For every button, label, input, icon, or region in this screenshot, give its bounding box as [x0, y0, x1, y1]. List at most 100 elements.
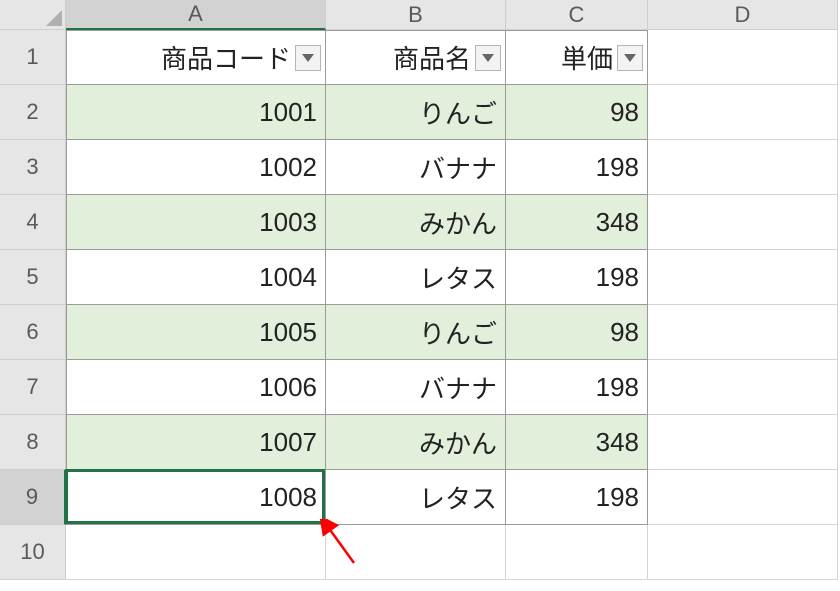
cell-A10[interactable] [66, 525, 326, 580]
row-header-5[interactable]: 5 [0, 250, 66, 305]
cell-D6[interactable] [648, 305, 838, 360]
row-label: 8 [26, 429, 38, 455]
cell-C4[interactable]: 348 [506, 195, 648, 250]
cell-value: 198 [596, 152, 639, 183]
table-header-price[interactable]: 単価 [506, 30, 648, 85]
chevron-down-icon [302, 54, 314, 62]
cell-D10[interactable] [648, 525, 838, 580]
cell-value: 198 [596, 372, 639, 403]
cell-value: 348 [596, 207, 639, 238]
cell-A4[interactable]: 1003 [66, 195, 326, 250]
cell-value: 1006 [259, 372, 317, 403]
row-label: 5 [26, 264, 38, 290]
cell-value: 98 [610, 317, 639, 348]
column-label: D [735, 2, 751, 28]
cell-C10[interactable] [506, 525, 648, 580]
cell-value: 1004 [259, 262, 317, 293]
row-label: 2 [26, 99, 38, 125]
cell-value: みかん [419, 424, 497, 461]
row-header-10[interactable]: 10 [0, 525, 66, 580]
cell-value: 1005 [259, 317, 317, 348]
cell-value: 1007 [259, 427, 317, 458]
row-label: 4 [26, 209, 38, 235]
column-header-A[interactable]: A [66, 0, 326, 30]
cell-C7[interactable]: 198 [506, 360, 648, 415]
row-header-1[interactable]: 1 [0, 30, 66, 85]
cell-value: 1008 [259, 482, 317, 513]
cell-D5[interactable] [648, 250, 838, 305]
cell-D7[interactable] [648, 360, 838, 415]
column-header-D[interactable]: D [648, 0, 838, 30]
filter-button[interactable] [295, 45, 321, 71]
chevron-down-icon [624, 54, 636, 62]
row-header-9[interactable]: 9 [0, 470, 66, 525]
row-label: 1 [26, 44, 38, 70]
cell-C3[interactable]: 198 [506, 140, 648, 195]
cell-B2[interactable]: りんご [326, 85, 506, 140]
row-header-8[interactable]: 8 [0, 415, 66, 470]
table-header-code[interactable]: 商品コード [66, 30, 326, 85]
cell-A3[interactable]: 1002 [66, 140, 326, 195]
cell-value: りんご [419, 314, 497, 351]
cell-B7[interactable]: バナナ [326, 360, 506, 415]
spreadsheet-grid: A B C D 1 2 3 4 5 6 7 8 9 10 商品コード 商品名 単… [0, 0, 840, 591]
header-label: 単価 [514, 39, 613, 76]
cell-B8[interactable]: みかん [326, 415, 506, 470]
column-label: A [188, 1, 203, 27]
cell-B4[interactable]: みかん [326, 195, 506, 250]
cell-A8[interactable]: 1007 [66, 415, 326, 470]
cell-value: バナナ [419, 369, 497, 406]
cell-value: 348 [596, 427, 639, 458]
column-label: B [408, 2, 423, 28]
cell-B9[interactable]: レタス [326, 470, 506, 525]
cell-A7[interactable]: 1006 [66, 360, 326, 415]
cell-A9[interactable]: 1008 [66, 470, 326, 525]
cell-value: 198 [596, 482, 639, 513]
header-label: 商品名 [334, 39, 471, 76]
select-all-corner[interactable] [0, 0, 66, 30]
cell-D2[interactable] [648, 85, 838, 140]
row-header-3[interactable]: 3 [0, 140, 66, 195]
cell-value: りんご [419, 94, 497, 131]
cell-value: 1003 [259, 207, 317, 238]
cell-D4[interactable] [648, 195, 838, 250]
row-header-7[interactable]: 7 [0, 360, 66, 415]
filter-button[interactable] [617, 45, 643, 71]
cell-value: バナナ [419, 149, 497, 186]
cell-value: レタス [419, 259, 497, 296]
cell-C6[interactable]: 98 [506, 305, 648, 360]
cell-B3[interactable]: バナナ [326, 140, 506, 195]
cell-value: 98 [610, 97, 639, 128]
cell-value: 1001 [259, 97, 317, 128]
cell-C8[interactable]: 348 [506, 415, 648, 470]
cell-D3[interactable] [648, 140, 838, 195]
cell-D1[interactable] [648, 30, 838, 85]
header-label: 商品コード [75, 39, 291, 76]
cell-A5[interactable]: 1004 [66, 250, 326, 305]
cell-B5[interactable]: レタス [326, 250, 506, 305]
cell-C2[interactable]: 98 [506, 85, 648, 140]
cell-A2[interactable]: 1001 [66, 85, 326, 140]
chevron-down-icon [482, 54, 494, 62]
row-header-4[interactable]: 4 [0, 195, 66, 250]
row-header-6[interactable]: 6 [0, 305, 66, 360]
cell-C9[interactable]: 198 [506, 470, 648, 525]
row-header-2[interactable]: 2 [0, 85, 66, 140]
row-label: 7 [26, 374, 38, 400]
cell-A6[interactable]: 1005 [66, 305, 326, 360]
row-label: 6 [26, 319, 38, 345]
cell-value: 1002 [259, 152, 317, 183]
row-label: 9 [26, 484, 38, 510]
cell-C5[interactable]: 198 [506, 250, 648, 305]
table-header-name[interactable]: 商品名 [326, 30, 506, 85]
cell-B6[interactable]: りんご [326, 305, 506, 360]
filter-button[interactable] [475, 45, 501, 71]
column-header-C[interactable]: C [506, 0, 648, 30]
row-label: 3 [26, 154, 38, 180]
cell-D8[interactable] [648, 415, 838, 470]
column-header-B[interactable]: B [326, 0, 506, 30]
cell-D9[interactable] [648, 470, 838, 525]
cell-value: 198 [596, 262, 639, 293]
column-label: C [569, 2, 585, 28]
row-label: 10 [20, 539, 44, 565]
